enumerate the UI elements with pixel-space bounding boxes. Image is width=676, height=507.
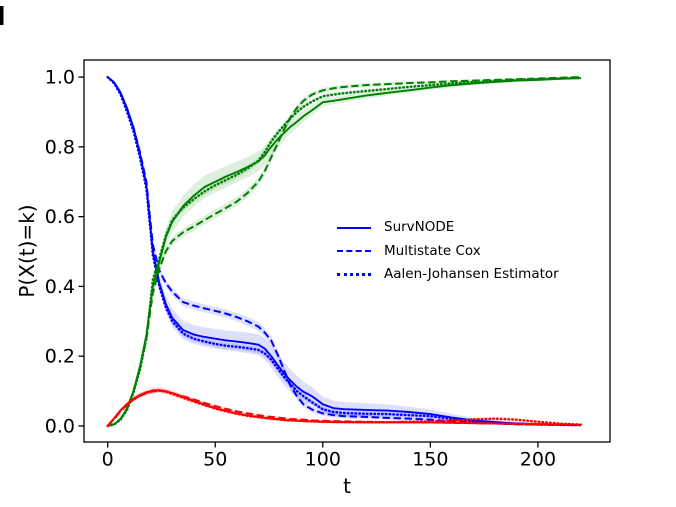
x-tick-label: 150 — [412, 449, 448, 471]
cropped-edge-mark — [0, 6, 4, 25]
legend-label-aalen-johansen: Aalen-Johansen Estimator — [384, 266, 559, 282]
curve-aalen-johansen-state-red — [106, 389, 583, 428]
curve-aalen-johansen-state-blue — [106, 75, 583, 427]
curve-cox-state-green — [107, 76, 581, 427]
x-tick-label: 50 — [203, 449, 227, 471]
legend-dotted-line-icon — [337, 273, 371, 277]
axes: 0 50 100 150 200 0.0 0.2 0.4 0.6 0.8 1.0 — [45, 59, 611, 471]
legend-item-survnode: SurvNODE — [337, 216, 559, 240]
curves — [106, 75, 583, 428]
band-survnode-state-blue — [107, 76, 581, 426]
legend-item-aalen-johansen: Aalen-Johansen Estimator — [337, 263, 559, 287]
x-tick-label: 100 — [305, 449, 341, 471]
y-axis-label: P(X(t)=k) — [15, 204, 39, 297]
y-tick-label: 0.2 — [45, 346, 75, 368]
y-tick-label: 0.4 — [45, 276, 75, 298]
curve-aalen-johansen-state-green — [106, 76, 583, 428]
legend-item-multistate-cox: Multistate Cox — [337, 240, 559, 264]
y-tick-label: 0.6 — [45, 206, 75, 228]
plot-border — [83, 59, 611, 443]
y-tick-label: 0.8 — [45, 136, 75, 158]
band-aalen-johansen-state-red — [107, 389, 581, 427]
x-tick-label: 200 — [520, 449, 556, 471]
x-tick-label: 0 — [102, 449, 114, 471]
legend: SurvNODE Multistate Cox Aalen-Johansen E… — [337, 216, 559, 287]
legend-label-multistate-cox: Multistate Cox — [384, 242, 481, 259]
legend-dashed-line-icon — [337, 250, 371, 253]
legend-label-survnode: SurvNODE — [384, 219, 455, 235]
x-axis-label: t — [343, 474, 351, 498]
legend-solid-line-icon — [337, 226, 371, 229]
y-tick-label: 0.0 — [45, 415, 75, 437]
y-tick-label: 1.0 — [45, 67, 75, 89]
